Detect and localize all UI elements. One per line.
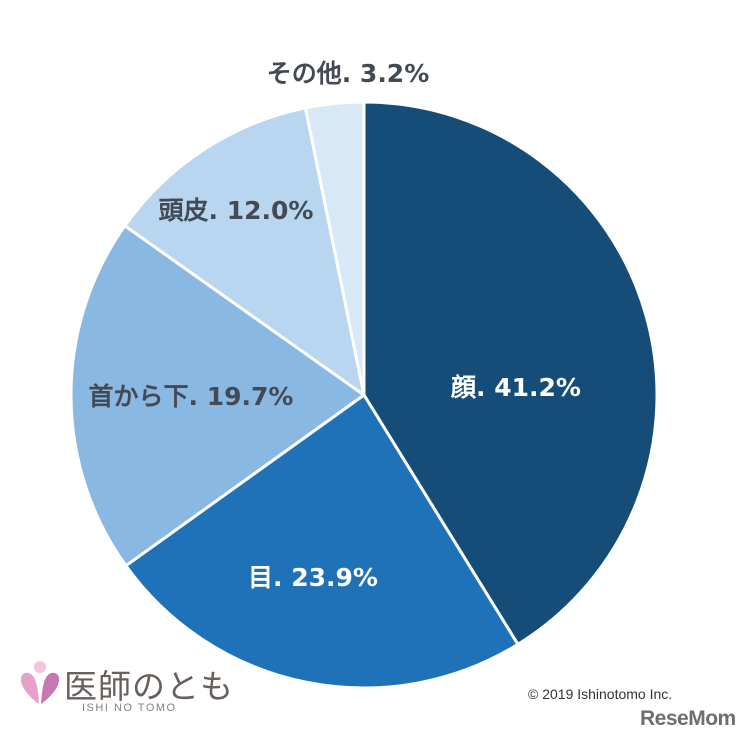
pie-slice-4 — [123, 106, 366, 397]
ishi-no-tomo-logo: 医師のとも ISHI NO TOMO — [18, 658, 248, 720]
logo-subtitle: ISHI NO TOMO — [82, 702, 177, 714]
pie-slice-2 — [124, 393, 520, 690]
pie-slice-5 — [303, 100, 366, 397]
pie-slice-3 — [69, 224, 366, 568]
pie-slice-label-2: 目. 23.9% — [248, 563, 378, 592]
pie-slice-label-1: 顔. 41.2% — [450, 373, 581, 402]
logo-name: 医師のとも — [64, 667, 234, 706]
pie-slice-label-4: 頭皮. 12.0% — [159, 196, 314, 225]
pie-slices — [69, 100, 659, 690]
pie-slice-1 — [362, 100, 659, 646]
copyright-notice: © 2019 Ishinotomo Inc. — [528, 686, 673, 702]
pie-slice-label-3: 首から下. 19.7% — [89, 382, 294, 411]
resemom-watermark: ReseMom — [640, 707, 736, 730]
pie-slice-label-5: その他. 3.2% — [267, 59, 430, 88]
heart-figure-icon — [20, 661, 60, 704]
pie-labels: 顔. 41.2% 目. 23.9% 首から下. 19.7% 頭皮. 12.0% その他.… — [89, 59, 581, 592]
